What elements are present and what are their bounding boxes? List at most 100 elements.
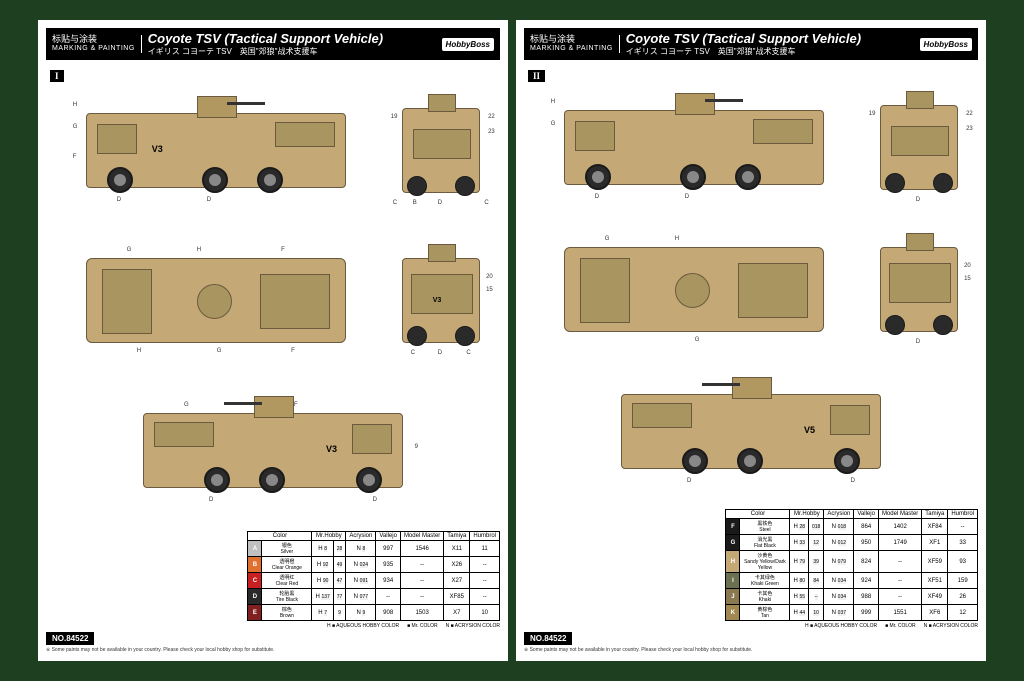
turret [675, 93, 715, 115]
brand-logo: HobbyBoss [442, 38, 494, 51]
callout: G [551, 121, 556, 127]
diagram-area: H G D D 19 22 23 D G [524, 60, 978, 505]
callout: G [184, 402, 189, 408]
tamiya: X26 [444, 557, 470, 573]
callout: D [685, 194, 689, 200]
mrhobby-h: H 80 [790, 573, 809, 589]
wheel [257, 167, 283, 193]
paint-legend: H ■ AQUEOUS HOBBY COLOR ■ Mr. COLOR N ■ … [524, 623, 978, 629]
wheel [107, 167, 133, 193]
turret [732, 377, 772, 399]
swatch: H [726, 551, 740, 573]
vehicle-top-profile: G H G [564, 247, 824, 332]
col-mm: Model Master [878, 510, 921, 519]
vallejo: 988 [854, 589, 879, 605]
wheel [204, 467, 230, 493]
tamiya: XF1 [922, 535, 948, 551]
rear-turret [428, 244, 456, 262]
swatch: D [248, 589, 262, 605]
table-header-row: Color Mr.Hobby Acrysion Vallejo Model Ma… [726, 510, 978, 519]
mrhobby-c: 77 [333, 589, 346, 605]
callout: D [438, 350, 442, 356]
mrhobby-c: 49 [333, 557, 346, 573]
callout: H [675, 236, 679, 242]
windshield [413, 129, 471, 159]
humbrol: 12 [948, 605, 978, 621]
tamiya: XF59 [922, 551, 948, 573]
turret-ring [675, 273, 710, 308]
swatch: G [726, 535, 740, 551]
acrysion: N 077 [346, 589, 376, 605]
tamiya: X11 [444, 541, 470, 557]
top-view: G H F H G F [50, 228, 382, 374]
legend-h: H ■ AQUEOUS HOBBY COLOR [327, 623, 399, 629]
label-cn: 标贴与涂装 [52, 35, 135, 45]
callout: F [294, 402, 298, 408]
wheel [682, 448, 708, 474]
cab [352, 424, 392, 454]
humbrol: -- [948, 519, 978, 535]
paint-legend: H ■ AQUEOUS HOBBY COLOR ■ Mr. COLOR N ■ … [46, 623, 500, 629]
bed-top [738, 263, 808, 318]
color-reference-table: Color Mr.Hobby Acrysion Vallejo Model Ma… [725, 509, 978, 621]
col-color: Color [726, 510, 790, 519]
callout: B [413, 200, 417, 206]
wheel [737, 448, 763, 474]
color-name: 卡其色Khaki [740, 589, 790, 605]
model-master: 1551 [878, 605, 921, 621]
col-vallejo: Vallejo [854, 510, 879, 519]
callout: 20 [486, 274, 493, 280]
callout: 20 [964, 263, 971, 269]
tailgate [411, 274, 473, 314]
callout: G [695, 337, 700, 343]
front-wheel [933, 173, 953, 193]
color-row: C 透明红Clear Red H 90 47 N 091 934 -- X27 … [248, 573, 500, 589]
vallejo: -- [376, 589, 401, 605]
vallejo: 950 [854, 535, 879, 551]
color-name: 卡其绿色Khaki Green [740, 573, 790, 589]
acrysion: N 024 [346, 557, 376, 573]
rear-view: 20 15 D [864, 220, 975, 358]
tamiya: XF84 [922, 519, 948, 535]
footnote: ※ Some paints may not be available in yo… [524, 647, 978, 653]
mrhobby-c: 84 [809, 573, 824, 589]
col-mm: Model Master [400, 532, 443, 541]
item-number: NO.84522 [46, 632, 94, 645]
callout: D [595, 194, 599, 200]
model-master: 1402 [878, 519, 921, 535]
callout: D [916, 197, 920, 203]
label-en: MARKING & PAINTING [530, 45, 613, 53]
col-mrhobby: Mr.Hobby [790, 510, 824, 519]
diagram-area: V3 H G F D D 19 22 23 C B D C [46, 60, 500, 527]
humbrol: 26 [948, 589, 978, 605]
mrhobby-h: H 55 [790, 589, 809, 605]
col-humbrol: Humbrol [948, 510, 978, 519]
model-master: 1503 [400, 605, 443, 621]
callout: H [197, 247, 201, 253]
vehicle-side-profile: V3 H G F D D [86, 113, 346, 188]
callout: D [373, 497, 377, 503]
model-master: -- [400, 589, 443, 605]
acrysion: N 8 [346, 541, 376, 557]
header-label-block: 标贴与涂装 MARKING & PAINTING [530, 35, 620, 53]
callout: D [209, 497, 213, 503]
gun-barrel [224, 402, 262, 405]
front-turret [906, 91, 934, 109]
color-row: I 卡其绿色Khaki Green H 80 84 N 034 924 -- X… [726, 573, 978, 589]
turret [254, 396, 294, 418]
color-row: E 棕色Brown H 7 9 N 9 908 1503 X7 10 [248, 605, 500, 621]
rear-wheel [455, 326, 475, 346]
title-english: Coyote TSV (Tactical Support Vehicle) [148, 31, 442, 46]
humbrol: 10 [470, 605, 500, 621]
label-en: MARKING & PAINTING [52, 45, 135, 53]
front-wheel [455, 176, 475, 196]
callout: H [551, 99, 555, 105]
color-name: 银色Silver [262, 541, 312, 557]
brand-logo: HobbyBoss [920, 38, 972, 51]
header-title-block: Coyote TSV (Tactical Support Vehicle) イギ… [148, 31, 442, 57]
swatch: B [248, 557, 262, 573]
mrhobby-c: 47 [333, 573, 346, 589]
acrysion: N 034 [824, 573, 854, 589]
wheel [680, 164, 706, 190]
hull-marking: V5 [804, 425, 815, 435]
